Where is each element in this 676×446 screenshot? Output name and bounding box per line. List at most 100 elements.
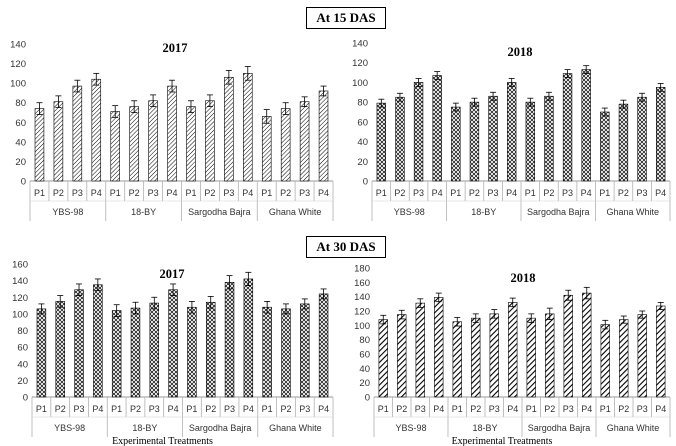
y-tick-label: 100	[354, 321, 370, 332]
bar	[545, 313, 555, 398]
bar	[168, 289, 178, 398]
bar	[224, 76, 234, 182]
group-label: YBS-98	[52, 207, 83, 217]
bar	[187, 306, 197, 398]
x-tick-label: P3	[413, 188, 424, 198]
bar	[55, 301, 65, 398]
y-tick-label: 160	[12, 260, 28, 271]
x-tick-label: P3	[148, 188, 159, 198]
group-label: YBS-98	[54, 423, 85, 433]
bar	[93, 284, 103, 398]
x-tick-label: P1	[262, 404, 273, 414]
bar	[488, 95, 498, 182]
x-tick-label: P1	[526, 404, 537, 414]
chart-panel-0: 2017 0 20 40 60 80 100 120 140 P1 P2 P3 P4 P1 P2 P3 P4 P1…	[10, 40, 334, 221]
y-tick-label: 120	[10, 59, 26, 70]
bar	[562, 73, 573, 182]
x-tick-label: P4	[433, 404, 444, 414]
bar	[619, 319, 629, 398]
x-tick-label: P2	[130, 404, 141, 414]
x-tick-label: P4	[167, 188, 178, 198]
y-tick-label: 180	[354, 264, 370, 275]
x-tick-label: P1	[600, 404, 611, 414]
x-tick-label: P1	[376, 188, 387, 198]
bar	[148, 100, 158, 182]
x-tick-label: P2	[469, 188, 480, 198]
bar	[452, 321, 462, 398]
section-label-30-das: At 30 DAS	[306, 236, 386, 258]
y-tick-label: 0	[21, 177, 26, 188]
y-tick-label: 120	[354, 307, 370, 318]
x-tick-label: P3	[415, 404, 426, 414]
x-tick-label: P1	[36, 404, 47, 414]
group-label: Sargodha Bajra	[528, 423, 591, 433]
bar	[508, 302, 518, 398]
bar	[149, 302, 160, 398]
y-tick-label: 0	[363, 177, 368, 188]
group-label: 18-BY	[471, 207, 496, 217]
bar	[581, 69, 591, 182]
bar	[618, 103, 629, 182]
y-tick-label: 140	[10, 40, 26, 51]
group-label: 18-BY	[131, 207, 156, 217]
y-tick-label: 20	[357, 157, 368, 168]
chart-panel-2: 2017 0 20 40 60 80 100 120 140 160 P1 P2 P3 P4 P1 P2 P3 P…	[12, 260, 334, 446]
x-tick-label: P2	[394, 188, 405, 198]
bar	[91, 78, 102, 182]
group-label: Ghana White	[269, 423, 322, 433]
group-label: Ghana White	[269, 207, 322, 217]
x-tick-label: P2	[280, 188, 291, 198]
x-axis-title: Experimental Treatments	[452, 436, 553, 446]
bar	[53, 101, 64, 182]
group-label: Sargodha Bajra	[527, 207, 590, 217]
group-label: 18-BY	[472, 423, 497, 433]
bar	[451, 106, 461, 182]
y-tick-label: 40	[359, 364, 370, 375]
y-tick-label: 100	[10, 79, 26, 90]
x-tick-label: P3	[224, 404, 235, 414]
bar	[600, 324, 610, 398]
y-tick-label: 40	[357, 137, 368, 148]
group-label: Sargodha Bajra	[189, 423, 252, 433]
x-tick-label: P1	[34, 188, 45, 198]
x-tick-label: P2	[205, 404, 216, 414]
y-tick-label: 20	[15, 157, 26, 168]
bar	[167, 85, 177, 182]
x-tick-label: P2	[618, 404, 629, 414]
chart-panel-3: 2018 0 20 40 60 80 100 120 140 160 180 P1 P2 P3 P4 P1 P2…	[354, 264, 671, 446]
x-tick-label: P2	[396, 404, 407, 414]
bar	[299, 101, 310, 182]
bar	[376, 102, 386, 182]
group-label: 18-BY	[132, 423, 157, 433]
x-tick-label: P4	[432, 188, 443, 198]
bar	[262, 306, 272, 398]
x-tick-label: P4	[92, 404, 103, 414]
bar	[525, 101, 535, 182]
bar	[471, 317, 481, 398]
section-label-15-das: At 15 DAS	[306, 7, 386, 29]
y-tick-label: 60	[15, 118, 26, 129]
group-label: Ghana White	[606, 207, 659, 217]
x-tick-label: P3	[562, 188, 573, 198]
bar	[318, 293, 329, 398]
x-tick-label: P4	[318, 188, 329, 198]
y-tick-label: 80	[17, 326, 28, 337]
x-tick-label: P2	[129, 188, 140, 198]
bar	[186, 106, 196, 182]
y-tick-label: 140	[12, 276, 28, 287]
bar	[280, 108, 291, 182]
bar	[489, 313, 499, 398]
bar	[281, 308, 291, 398]
bar	[413, 82, 424, 182]
y-tick-label: 40	[15, 137, 26, 148]
bar	[243, 73, 253, 182]
chart-title: 2017	[163, 41, 188, 55]
y-tick-label: 80	[15, 98, 26, 109]
y-tick-label: 140	[354, 292, 370, 303]
x-tick-label: P4	[655, 188, 666, 198]
bar	[110, 111, 120, 182]
x-tick-label: P1	[525, 188, 536, 198]
bar	[318, 90, 329, 182]
x-tick-label: P4	[581, 188, 592, 198]
